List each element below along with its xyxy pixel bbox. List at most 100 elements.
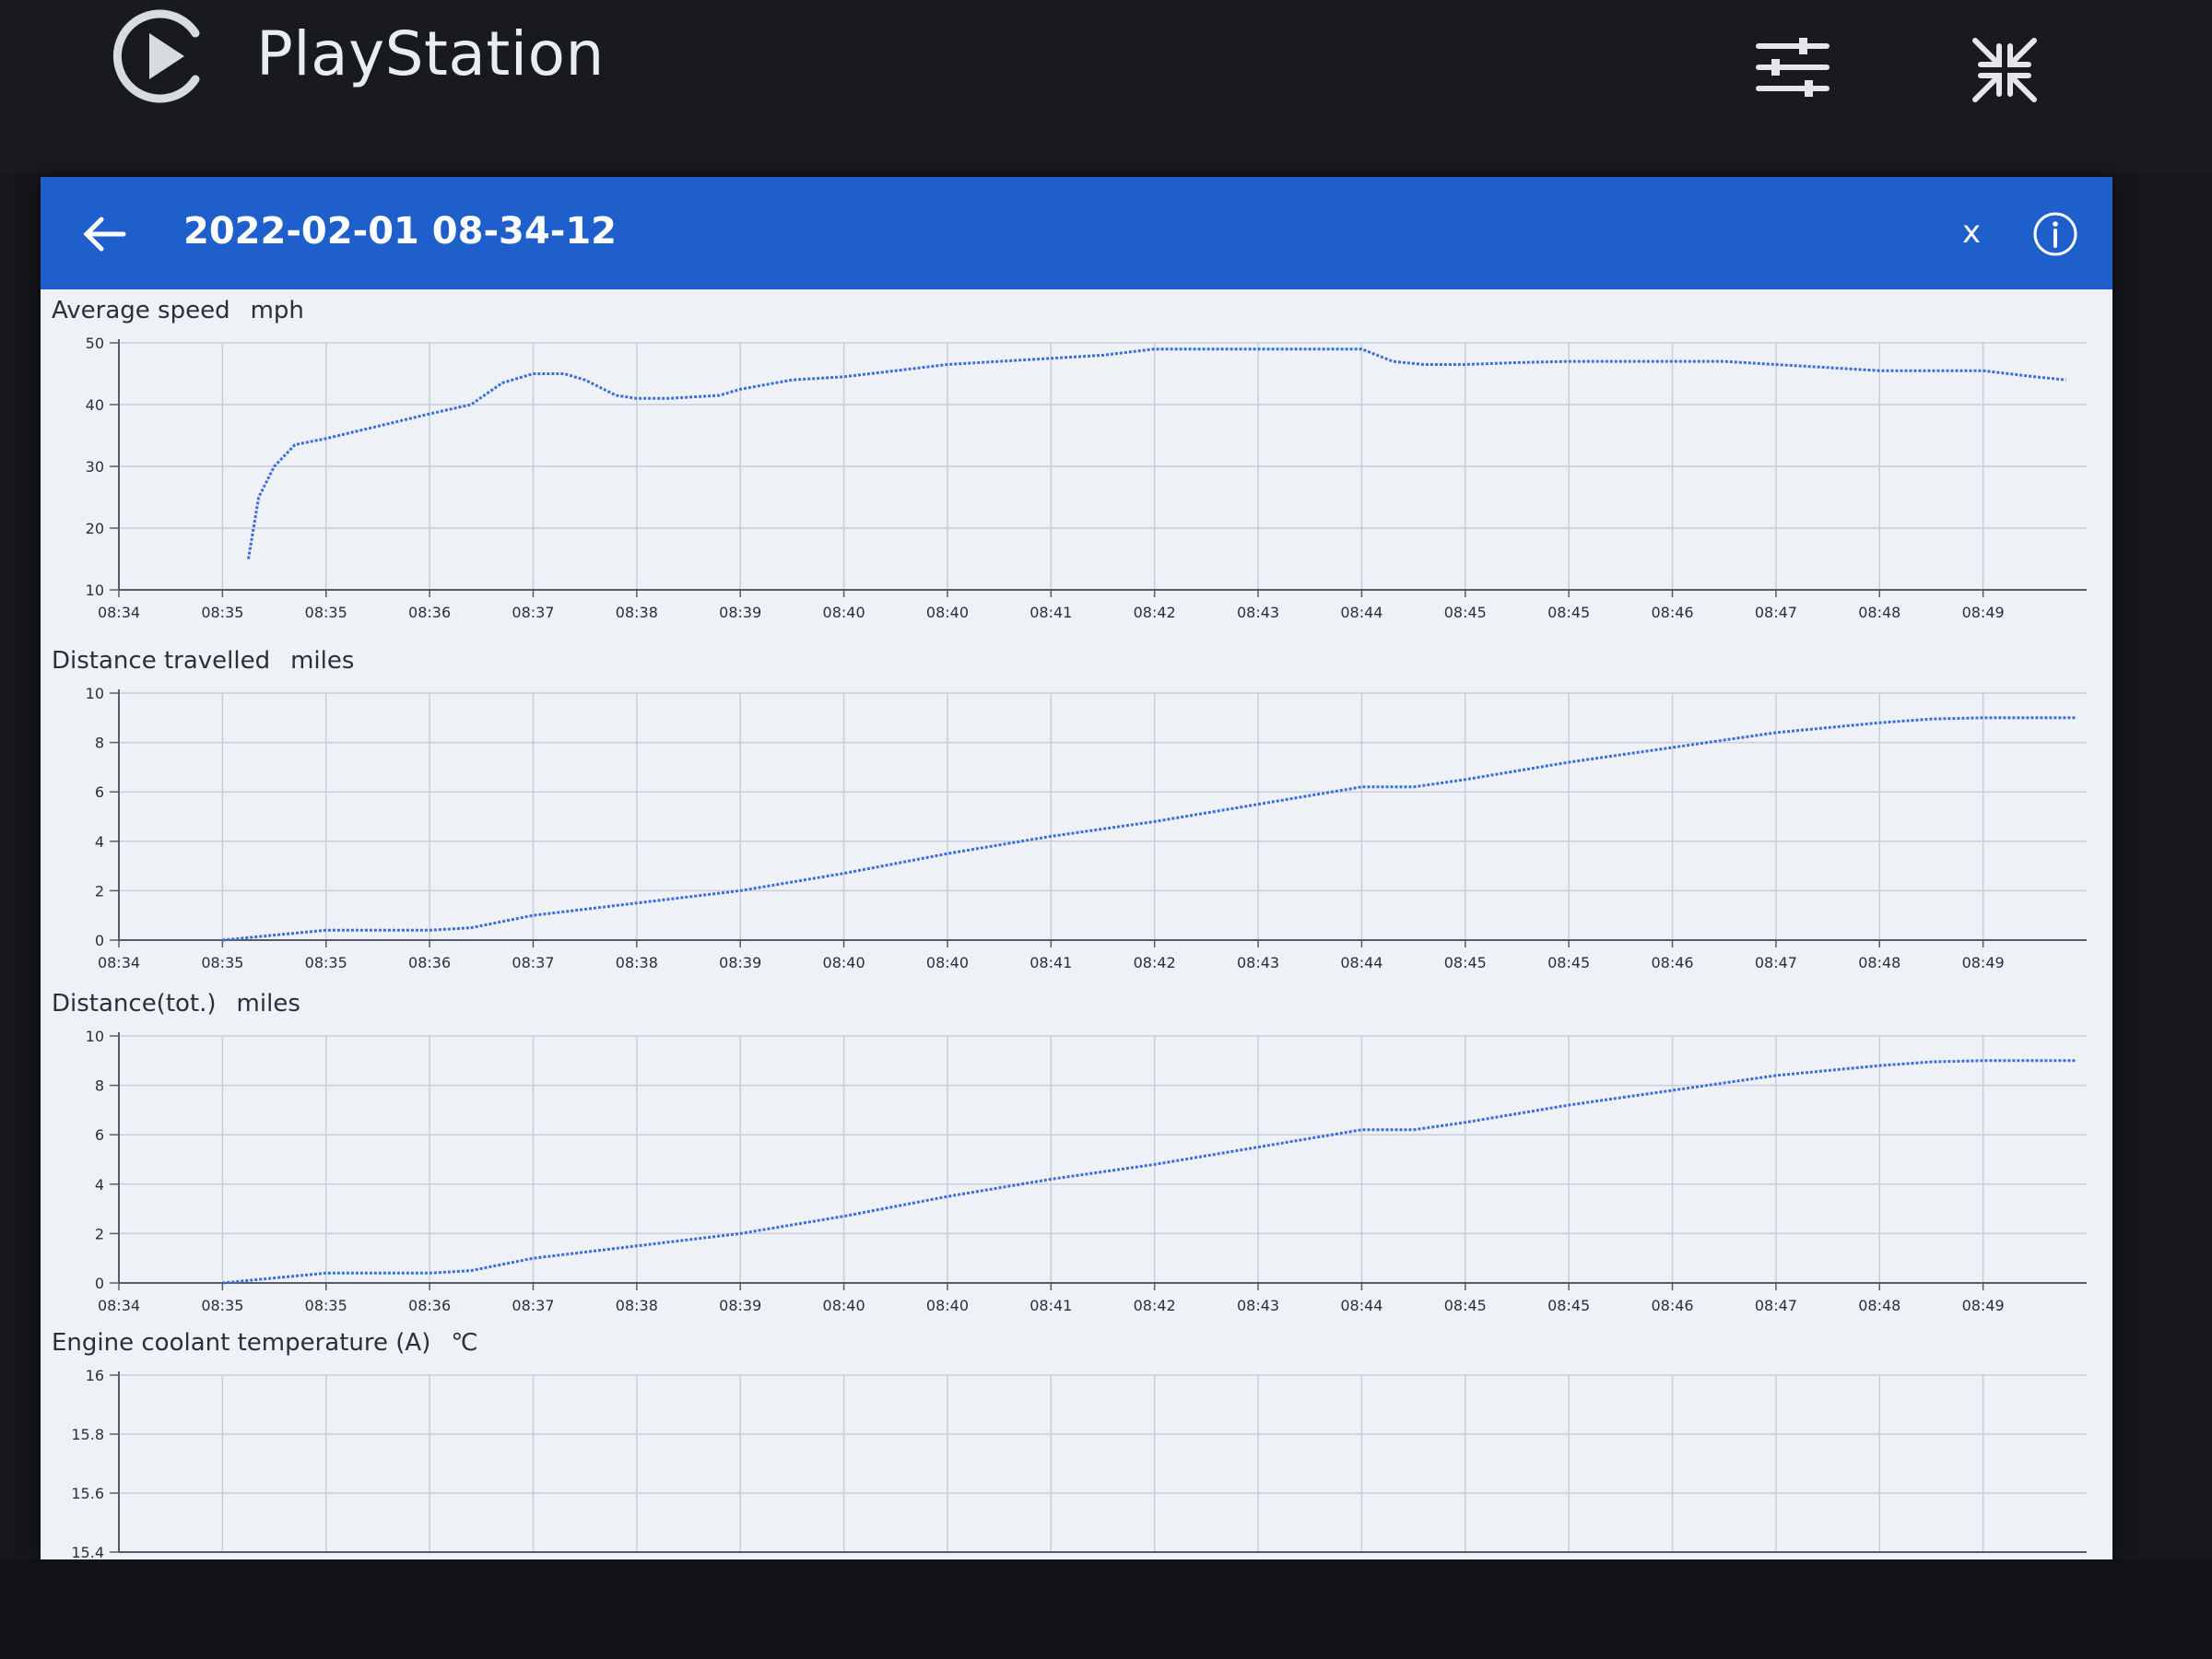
trip-log-panel: 2022-02-01 08-34-12 x Average speed mph 1…	[41, 177, 2112, 1559]
grid: 0 2 4 6 8 10 08:34 08:35 08:35 08:36 08:37 08:38 08:…	[86, 685, 2087, 971]
x-tick-label: 08:46	[1651, 604, 1693, 621]
y-tick-label: 15.4	[71, 1544, 104, 1559]
grid: 0 2 4 6 8 10 08:34 08:35 08:35 08:36 08:37 08:38 08:…	[86, 1028, 2087, 1314]
y-tick-label: 0	[95, 1275, 104, 1292]
x-tick-label: 08:45	[1444, 1297, 1487, 1314]
x-tick-label: 08:37	[512, 1297, 554, 1314]
x-tick-label: 08:40	[926, 954, 969, 971]
x-tick-label: 08:48	[1858, 1297, 1900, 1314]
collapse-arrows-icon[interactable]	[1968, 33, 2041, 107]
chart-unit: mph	[250, 297, 304, 324]
y-tick-label: 50	[86, 335, 104, 352]
x-tick-label: 08:35	[201, 954, 243, 971]
info-icon[interactable]	[2031, 210, 2079, 258]
x-tick-label: 08:38	[616, 604, 658, 621]
x-tick-label: 08:45	[1444, 604, 1487, 621]
app-top-bar: PlayStation	[0, 0, 2212, 175]
arrow-left-icon[interactable]	[79, 208, 131, 260]
sliders-icon[interactable]	[1751, 35, 1834, 100]
x-tick-label: 08:34	[98, 954, 140, 971]
y-tick-label: 2	[95, 882, 104, 900]
x-tick-label: 08:45	[1547, 604, 1590, 621]
chart-title-text: Engine coolant temperature (A)	[52, 1329, 431, 1357]
x-tick-label: 08:43	[1237, 1297, 1279, 1314]
x-tick-label: 08:36	[408, 1297, 451, 1314]
chart-title: Distance travelled miles	[52, 647, 354, 675]
x-tick-label: 08:40	[823, 1297, 865, 1314]
x-tick-label: 08:49	[1962, 604, 2005, 621]
x-tick-label: 08:42	[1134, 1297, 1176, 1314]
y-tick-label: 4	[95, 1176, 104, 1194]
chart-distance-total: Distance(tot.) miles 0 2 4 6 8 10 08:34 08:35 08:…	[41, 990, 2112, 1331]
y-tick-label: 10	[86, 685, 104, 702]
x-tick-label: 08:44	[1340, 604, 1382, 621]
x-tick-label: 08:44	[1340, 954, 1382, 971]
chart-plot: 0 2 4 6 8 10 08:34 08:35 08:35 08:36 08:37 08:38 08:…	[86, 685, 2087, 971]
series-line	[222, 1059, 2077, 1285]
x-tick-label: 08:40	[926, 1297, 969, 1314]
x-tick-label: 08:48	[1858, 604, 1900, 621]
x-tick-label: 08:36	[408, 604, 451, 621]
x-tick-label: 08:46	[1651, 954, 1693, 971]
chart-plot: 15.4 15.6 15.8 16	[71, 1367, 2087, 1559]
y-tick-label: 15.6	[71, 1485, 104, 1502]
x-tick-label: 08:35	[305, 1297, 347, 1314]
chart-average-speed: Average speed mph 10 20 30 40 50 08:34 08:35 08:…	[41, 297, 2112, 638]
y-tick-label: 2	[95, 1225, 104, 1242]
x-tick-label: 08:44	[1340, 1297, 1382, 1314]
x-tick-label: 08:35	[201, 604, 243, 621]
chart-unit: miles	[290, 647, 355, 675]
grid: 10 20 30 40 50 08:34 08:35 08:35 08:36 08:37 08:38…	[86, 335, 2087, 621]
x-tick-label: 08:40	[823, 954, 865, 971]
x-tick-label: 08:42	[1134, 954, 1176, 971]
log-title: 2022-02-01 08-34-12	[183, 210, 617, 253]
x-tick-label: 08:45	[1547, 1297, 1590, 1314]
x-tick-label: 08:35	[201, 1297, 243, 1314]
chart-title-text: Average speed	[52, 297, 230, 324]
panel-header: 2022-02-01 08-34-12 x	[41, 177, 2112, 289]
y-tick-label: 30	[86, 458, 104, 476]
x-tick-label: 08:37	[512, 954, 554, 971]
x-tick-label: 08:48	[1858, 954, 1900, 971]
x-tick-label: 08:41	[1030, 954, 1072, 971]
chart-title-text: Distance travelled	[52, 647, 271, 675]
y-tick-label: 15.8	[71, 1426, 104, 1443]
chart-distance-travelled: Distance travelled miles 0 2 4 6 8 10 08:34 08:3…	[41, 647, 2112, 988]
x-tick-label: 08:35	[305, 604, 347, 621]
chart-unit: miles	[236, 990, 300, 1018]
x-tick-label: 08:39	[719, 1297, 761, 1314]
x-tick-label: 08:47	[1755, 604, 1797, 621]
series-line	[222, 716, 2077, 942]
x-tick-label: 08:34	[98, 604, 140, 621]
x-tick-label: 08:49	[1962, 1297, 2005, 1314]
y-tick-label: 6	[95, 783, 104, 801]
chart-list[interactable]: Average speed mph 10 20 30 40 50 08:34 08:35 08:…	[41, 289, 2112, 1559]
x-tick-label: 08:43	[1237, 954, 1279, 971]
chart-title: Distance(tot.) miles	[52, 990, 300, 1018]
close-button[interactable]: x	[1962, 214, 1982, 251]
x-tick-label: 08:40	[926, 604, 969, 621]
chart-title-text: Distance(tot.)	[52, 990, 217, 1018]
x-tick-label: 08:41	[1030, 1297, 1072, 1314]
chart-title: Engine coolant temperature (A) ℃	[52, 1329, 478, 1357]
x-tick-label: 08:38	[616, 1297, 658, 1314]
play-circle-icon[interactable]	[111, 6, 212, 107]
grid: 15.4 15.6 15.8 16	[71, 1367, 2087, 1559]
screen-bezel	[0, 1559, 2212, 1659]
y-tick-label: 10	[86, 582, 104, 599]
x-tick-label: 08:36	[408, 954, 451, 971]
y-tick-label: 10	[86, 1028, 104, 1045]
chart-unit: ℃	[451, 1329, 478, 1357]
x-tick-label: 08:46	[1651, 1297, 1693, 1314]
x-tick-label: 08:42	[1134, 604, 1176, 621]
y-tick-label: 4	[95, 833, 104, 851]
x-tick-label: 08:38	[616, 954, 658, 971]
app-title: PlayStation	[256, 18, 605, 89]
series-line	[247, 347, 2066, 559]
x-tick-label: 08:35	[305, 954, 347, 971]
x-tick-label: 08:39	[719, 954, 761, 971]
x-tick-label: 08:40	[823, 604, 865, 621]
x-tick-label: 08:43	[1237, 604, 1279, 621]
y-tick-label: 16	[86, 1367, 104, 1384]
y-tick-label: 20	[86, 520, 104, 537]
